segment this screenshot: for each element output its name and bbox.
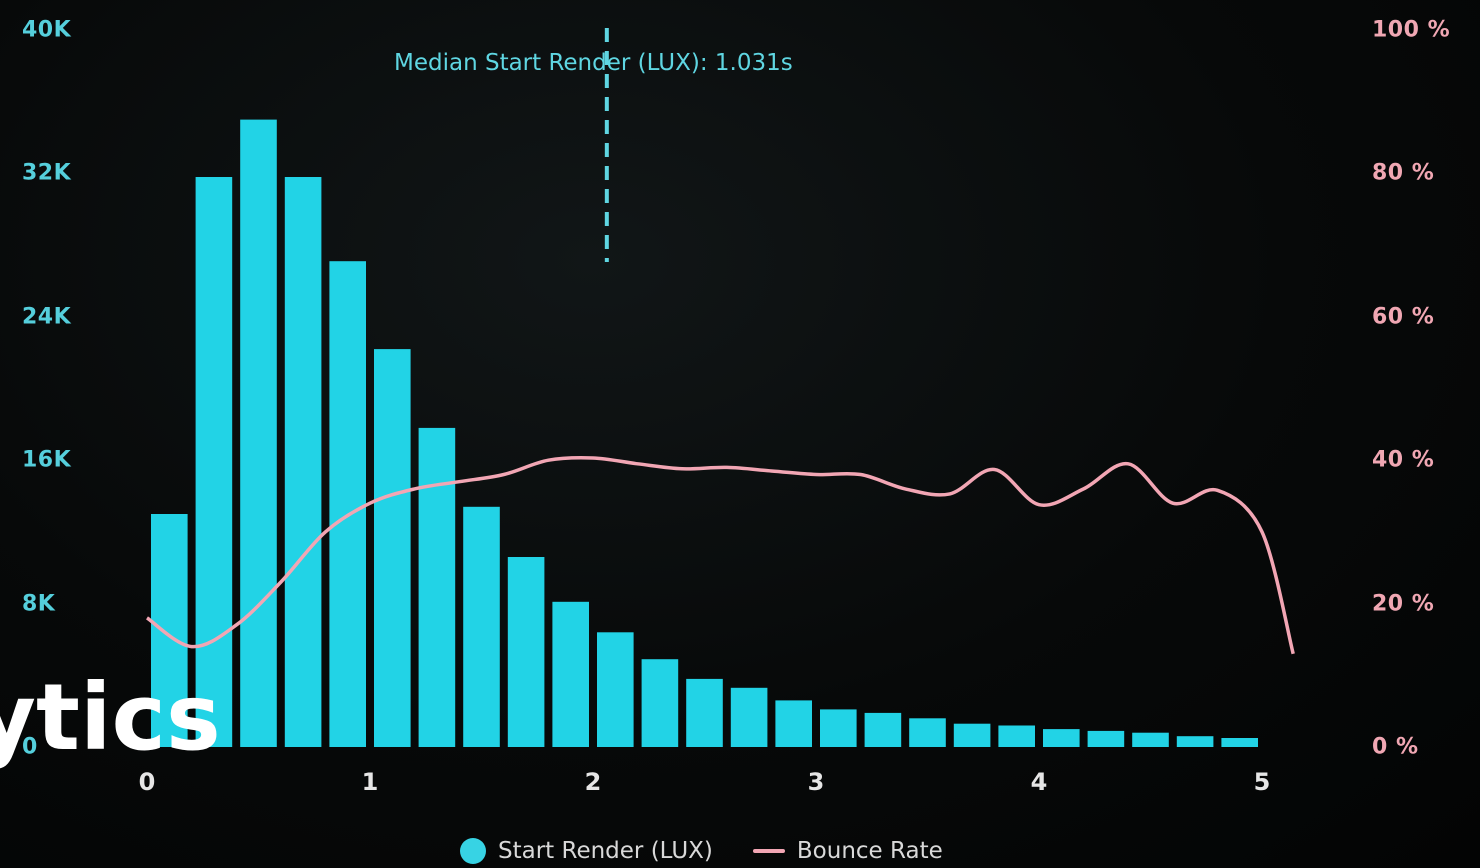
- bar-18: [953, 723, 991, 747]
- median-label: Median Start Render (LUX): 1.031s: [394, 50, 793, 76]
- x-tick-label: 1: [361, 768, 379, 796]
- bars-group: [151, 119, 1258, 748]
- right-tick-label: 100 %: [1372, 17, 1451, 43]
- bar-8: [507, 557, 545, 747]
- bar-19: [998, 725, 1035, 747]
- left-tick-label: 8K: [22, 591, 56, 617]
- legend: Start Render (LUX) Bounce Rate: [460, 834, 943, 868]
- bar-5: [374, 349, 411, 747]
- bar-7: [463, 506, 500, 747]
- x-tick-label: 4: [1030, 768, 1048, 796]
- bar-20: [1043, 729, 1080, 747]
- bar-6: [418, 427, 456, 747]
- left-tick-label: 16K: [22, 447, 72, 473]
- legend-item-start-render: Start Render (LUX): [460, 838, 713, 864]
- left-tick-label: 40K: [22, 17, 72, 43]
- bar-21: [1087, 730, 1125, 747]
- bar-12: [686, 678, 723, 747]
- legend-label-bounce-rate: Bounce Rate: [796, 838, 943, 864]
- legend-line-icon: [752, 849, 785, 853]
- bounce-line-group: [145, 456, 1295, 655]
- bar-24: [1221, 738, 1258, 747]
- bar-1: [195, 177, 233, 747]
- bar-3: [284, 177, 322, 747]
- bar-15: [820, 709, 857, 747]
- bar-16: [864, 712, 902, 747]
- bar-22: [1132, 732, 1169, 747]
- x-tick-label: 5: [1253, 768, 1271, 796]
- bar-11: [641, 659, 679, 747]
- right-tick-label: 40 %: [1372, 447, 1435, 473]
- left-tick-label: 24K: [22, 304, 72, 330]
- right-tick-label: 20 %: [1372, 591, 1435, 617]
- x-tick-label: 3: [807, 768, 825, 796]
- bar-10: [597, 632, 634, 747]
- right-tick-label: 80 %: [1372, 160, 1435, 186]
- right-tick-label: 0 %: [1372, 734, 1419, 760]
- bounce-rate-line: [145, 456, 1295, 655]
- bar-14: [775, 700, 812, 747]
- bar-0: [151, 514, 188, 747]
- legend-label-start-render: Start Render (LUX): [498, 838, 713, 864]
- overlay-word: ytics: [0, 664, 221, 771]
- x-tick-label: 0: [138, 768, 156, 796]
- x-tick-label: 2: [584, 768, 602, 796]
- legend-dot-icon: [460, 838, 486, 864]
- bar-17: [909, 718, 946, 747]
- bar-2: [240, 119, 277, 748]
- right-tick-label: 60 %: [1372, 304, 1435, 330]
- left-tick-label: 0: [22, 734, 38, 760]
- legend-item-bounce-rate: Bounce Rate: [752, 838, 943, 864]
- left-tick-label: 32K: [22, 160, 72, 186]
- bar-23: [1176, 736, 1214, 747]
- bar-9: [552, 601, 589, 747]
- bar-4: [329, 261, 366, 747]
- bar-13: [730, 687, 768, 747]
